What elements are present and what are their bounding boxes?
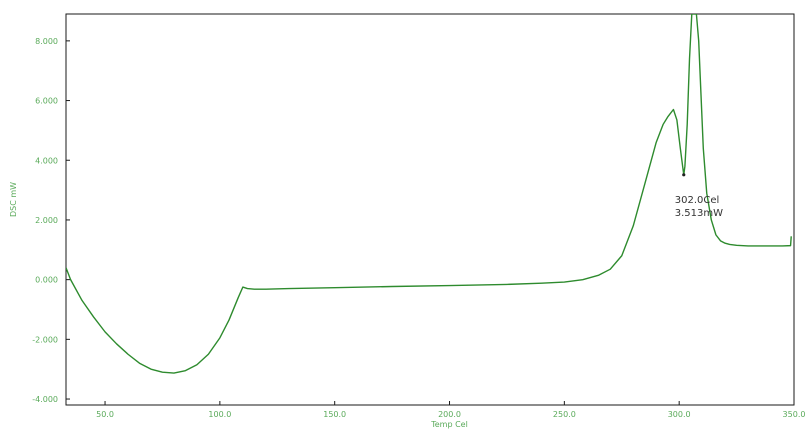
y-tick-label: -2.000	[32, 335, 58, 344]
x-tick-label: 300.0	[668, 410, 691, 419]
y-tick-label: 6.000	[35, 97, 58, 106]
annotation-label: 3.513mW	[675, 208, 723, 219]
annotation-marker	[682, 173, 685, 176]
x-tick-label: 50.0	[96, 410, 114, 419]
dsc-curve	[66, 14, 791, 373]
y-axis-ticks: -4.000 -2.000 0.000 2.000 4.000 6.000 8.000	[32, 37, 70, 404]
annotation-label: 302.0Cel	[675, 195, 720, 206]
series-group	[66, 14, 791, 373]
y-axis-title: DSC mW	[9, 182, 18, 217]
x-tick-label: 100.0	[208, 410, 231, 419]
y-tick-label: -4.000	[32, 395, 58, 404]
x-tick-label: 200.0	[438, 410, 461, 419]
x-tick-label: 250.0	[553, 410, 576, 419]
y-tick-label: 8.000	[35, 37, 58, 46]
annotation-group: 302.0Cel 3.513mW	[675, 173, 723, 219]
x-axis-ticks: 50.0 100.0 150.0 200.0 250.0 300.0 350.0	[96, 401, 805, 419]
x-tick-label: 150.0	[323, 410, 346, 419]
x-tick-label: 350.0	[783, 410, 806, 419]
y-tick-label: 4.000	[35, 156, 58, 165]
y-tick-label: 0.000	[35, 276, 58, 285]
y-tick-label: 2.000	[35, 216, 58, 225]
x-axis-title: Temp Cel	[430, 420, 468, 429]
